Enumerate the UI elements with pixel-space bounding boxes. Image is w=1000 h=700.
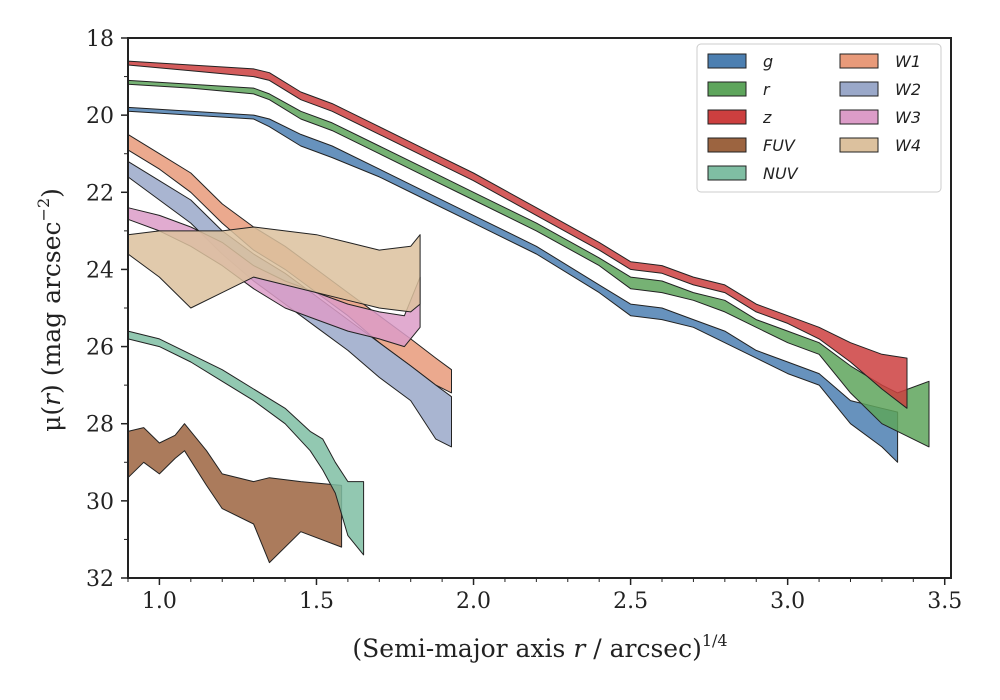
y-label-pre: μ( xyxy=(37,406,66,432)
legend-swatch-w3 xyxy=(839,109,879,125)
y-tick-label: 24 xyxy=(86,258,114,283)
x-label-mid: / arcsec) xyxy=(585,634,702,663)
legend-label-g: g xyxy=(763,52,773,71)
y-tick-label: 26 xyxy=(86,336,114,361)
band-g xyxy=(127,106,899,463)
band-z xyxy=(127,60,908,409)
y-tick-label: 32 xyxy=(86,567,114,592)
x-tick-label: 1.5 xyxy=(299,589,334,614)
y-tick-label: 20 xyxy=(86,104,114,129)
x-tick-label: 3.0 xyxy=(770,589,805,614)
legend-swatch-nuv xyxy=(707,165,747,181)
x-tick-label: 3.5 xyxy=(927,589,962,614)
legend-label-w4: W4 xyxy=(895,136,921,155)
series-layer xyxy=(127,60,930,564)
y-tick-label: 22 xyxy=(86,181,114,206)
legend-label-z: z xyxy=(762,108,772,127)
band-w4 xyxy=(127,226,421,313)
legend-swatch-fuv xyxy=(707,137,747,153)
legend-label-w1: W1 xyxy=(895,52,921,71)
legend-swatch-w1 xyxy=(839,53,879,69)
band-r xyxy=(127,79,930,448)
band-fuv xyxy=(127,423,343,564)
band-nuv xyxy=(127,330,365,556)
legend-swatch-g xyxy=(707,53,747,69)
x-axis-label: (Semi-major axis r / arcsec)1/4 xyxy=(352,631,727,663)
x-tick-label: 2.0 xyxy=(456,589,491,614)
y-tick-label: 30 xyxy=(86,490,114,515)
legend-swatch-z xyxy=(707,109,747,125)
legend-label-fuv: FUV xyxy=(763,136,796,155)
y-label-post: ) xyxy=(37,188,66,198)
legend-label-r: r xyxy=(763,80,771,99)
legend-frame xyxy=(696,43,942,193)
x-tick-label: 1.0 xyxy=(142,589,177,614)
x-tick-label: 2.5 xyxy=(613,589,648,614)
legend-swatch-w2 xyxy=(839,81,879,97)
x-label-sup: 1/4 xyxy=(702,631,728,650)
legend: grz FUV NUV W1 W2 W3 W4 xyxy=(696,43,942,193)
x-axis: 1.0 1.5 2.0 2.5 3.0 3.5 xyxy=(127,578,962,614)
y-tick-label: 28 xyxy=(86,413,114,438)
legend-swatch-w4 xyxy=(839,137,879,153)
y-label-sup: −2 xyxy=(34,198,53,222)
y-label-var: r xyxy=(37,392,66,406)
legend-label-w2: W2 xyxy=(895,80,921,99)
legend-label-w3: W3 xyxy=(895,108,921,127)
x-label-var: r xyxy=(573,634,587,663)
y-axis-label: μ(r) (mag arcsec−2) xyxy=(34,188,66,432)
legend-swatch-r xyxy=(707,81,747,97)
y-tick-label: 18 xyxy=(86,27,114,52)
y-label-mid: ) (mag arcsec xyxy=(37,221,66,394)
y-axis: 18 20 22 24 26 28 30 32 xyxy=(86,27,128,592)
x-label-pre: (Semi-major axis xyxy=(352,634,573,663)
legend-label-nuv: NUV xyxy=(763,164,799,183)
